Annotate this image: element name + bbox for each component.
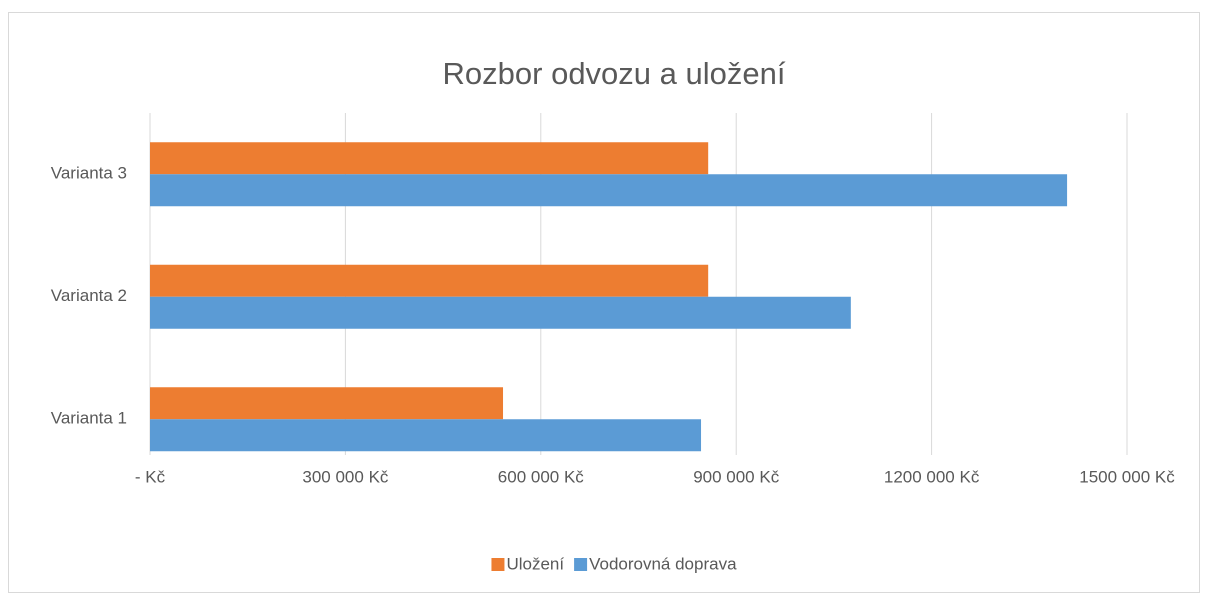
x-tick-label: 900 000 Kč [693, 467, 780, 486]
y-tick-label: Varianta 3 [51, 164, 127, 183]
bar [150, 419, 702, 452]
bar [150, 264, 709, 297]
y-tick-label: Varianta 1 [51, 409, 127, 428]
legend-swatch [491, 558, 505, 571]
bar [150, 142, 709, 175]
bar [150, 387, 504, 420]
x-tick-label: 600 000 Kč [498, 467, 585, 486]
x-tick-label: - Kč [135, 467, 166, 486]
legend-swatch [574, 558, 588, 571]
bar [150, 296, 851, 329]
x-tick-label: 300 000 Kč [302, 467, 389, 486]
chart-title: Rozbor odvozu a uložení [443, 56, 786, 91]
x-tick-label: 1500 000 Kč [1079, 467, 1175, 486]
bar [150, 174, 1068, 207]
legend-label: Uložení [506, 554, 564, 573]
y-tick-label: Varianta 2 [51, 286, 127, 305]
legend-label: Vodorovná doprava [589, 554, 737, 573]
x-tick-label: 1200 000 Kč [884, 467, 980, 486]
